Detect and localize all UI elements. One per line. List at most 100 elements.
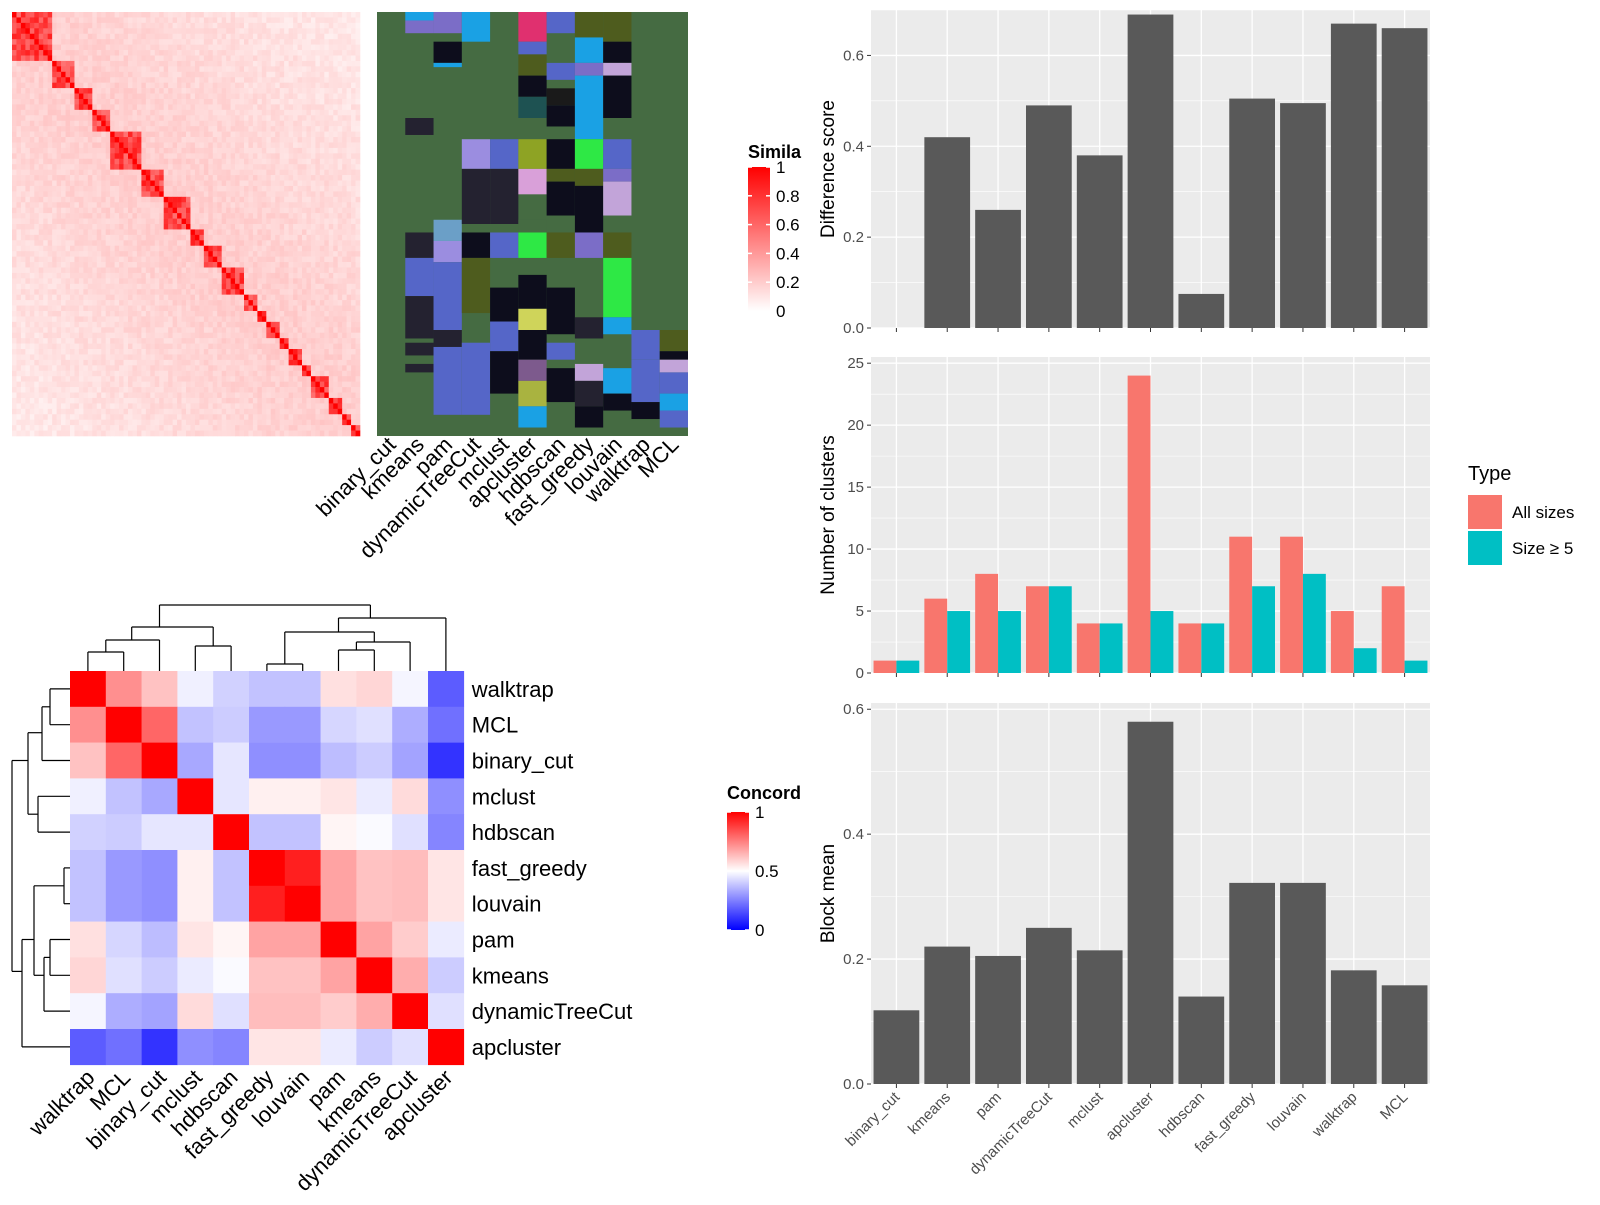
similarity-cell [212,66,218,73]
similarity-cell [270,158,276,165]
similarity-cell [163,180,169,187]
similarity-cell [257,256,263,263]
similarity-cell [257,71,263,78]
similarity-cell [230,33,236,40]
similarity-cell [221,28,227,35]
similarity-cell [16,272,22,279]
similarity-cell [333,218,338,225]
similarity-cell [217,278,222,285]
similarity-cell [315,316,321,323]
similarity-cell [56,175,62,181]
similarity-cell [119,278,124,285]
similarity-cell [119,17,124,24]
similarity-cell [110,33,115,40]
similarity-cell [297,202,303,208]
similarity-cell [199,77,205,83]
similarity-cell [199,251,205,257]
similarity-cell [284,305,289,312]
similarity-cell [181,28,187,35]
similarity-cell [29,17,35,24]
similarity-cell [203,147,209,154]
similarity-cell [43,12,48,18]
similarity-cell [110,109,115,116]
similarity-cell [248,251,254,257]
similarity-cell [190,22,196,29]
similarity-cell [284,98,289,105]
similarity-cell [217,17,222,24]
similarity-cell [244,251,249,257]
similarity-cell [150,327,156,334]
similarity-cell [163,66,169,73]
similarity-cell [70,71,75,78]
similarity-cell [342,316,347,323]
similarity-cell [119,316,124,323]
similarity-cell [29,66,35,73]
similarity-cell [83,109,89,116]
similarity-cell [136,109,142,116]
similarity-cell [230,349,236,355]
similarity-cell [150,310,156,317]
similarity-cell [47,321,53,328]
similarity-cell [226,126,231,132]
similarity-cell [279,109,285,116]
similarity-cell [123,88,129,94]
similarity-cell [61,12,66,18]
similarity-cell [87,98,93,105]
similarity-cell [114,343,120,350]
similarity-cell [47,229,53,236]
similarity-cell [221,82,227,89]
similarity-cell [101,256,106,263]
similarity-cell [266,50,272,56]
similarity-cell [123,191,129,198]
similarity-cell [105,354,111,361]
similarity-cell [252,316,258,323]
similarity-cell [248,305,254,312]
similarity-cell [92,158,98,165]
similarity-cell [248,17,254,24]
similarity-cell [248,332,254,339]
similarity-cell [351,153,356,160]
similarity-cell [221,234,227,241]
similarity-cell [141,300,147,306]
similarity-cell [266,104,272,111]
similarity-cell [244,278,249,285]
similarity-cell [110,354,115,361]
similarity-cell [141,28,147,35]
similarity-cell [212,349,218,355]
similarity-cell [257,267,263,274]
similarity-cell [279,343,285,350]
similarity-cell [154,147,160,154]
similarity-cell [20,39,26,45]
similarity-cell [177,66,182,73]
similarity-cell [284,185,289,192]
similarity-cell [288,164,294,170]
similarity-cell [288,332,294,339]
similarity-cell [194,169,200,176]
similarity-cell [328,109,334,116]
similarity-cell [101,349,106,355]
similarity-cell [96,272,102,279]
similarity-cell [328,164,334,170]
similarity-cell [284,44,289,51]
similarity-cell [78,256,84,263]
similarity-cell [92,12,98,18]
similarity-cell [61,218,66,225]
similarity-cell [38,33,44,40]
similarity-cell [194,12,200,18]
similarity-cell [328,332,334,339]
similarity-cell [172,354,178,361]
similarity-cell [279,17,285,24]
similarity-cell [74,191,80,198]
similarity-cell [29,93,35,100]
similarity-cell [297,283,303,290]
similarity-cell [235,71,240,78]
similarity-cell [270,88,276,94]
similarity-cell [78,66,84,73]
similarity-cell [324,272,330,279]
similarity-cell [199,191,205,198]
similarity-cell [96,131,102,138]
similarity-cell [128,310,133,317]
similarity-cell [288,283,294,290]
similarity-cell [70,229,75,236]
similarity-cell [181,71,187,78]
